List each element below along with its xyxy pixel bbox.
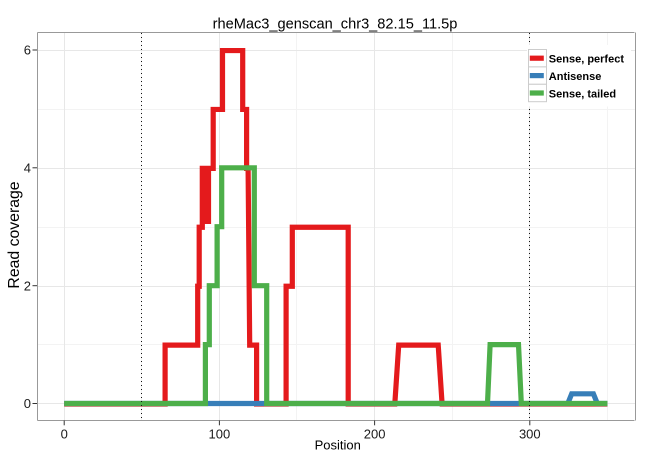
svg-text:Read coverage: Read coverage (6, 181, 23, 288)
svg-text:200: 200 (364, 427, 386, 442)
svg-text:0: 0 (24, 396, 31, 411)
svg-text:100: 100 (209, 427, 231, 442)
svg-text:6: 6 (24, 42, 31, 57)
svg-text:4: 4 (24, 160, 31, 175)
svg-text:0: 0 (61, 426, 68, 441)
svg-text:Antisense: Antisense (549, 71, 602, 83)
svg-text:Sense, tailed: Sense, tailed (549, 89, 616, 101)
svg-text:300: 300 (519, 427, 541, 442)
svg-text:rheMac3_genscan_chr3_82.15_11.: rheMac3_genscan_chr3_82.15_11.5p (213, 16, 458, 32)
svg-text:2: 2 (24, 278, 31, 293)
svg-text:Sense, perfect: Sense, perfect (549, 54, 625, 66)
svg-text:Position: Position (315, 438, 361, 453)
